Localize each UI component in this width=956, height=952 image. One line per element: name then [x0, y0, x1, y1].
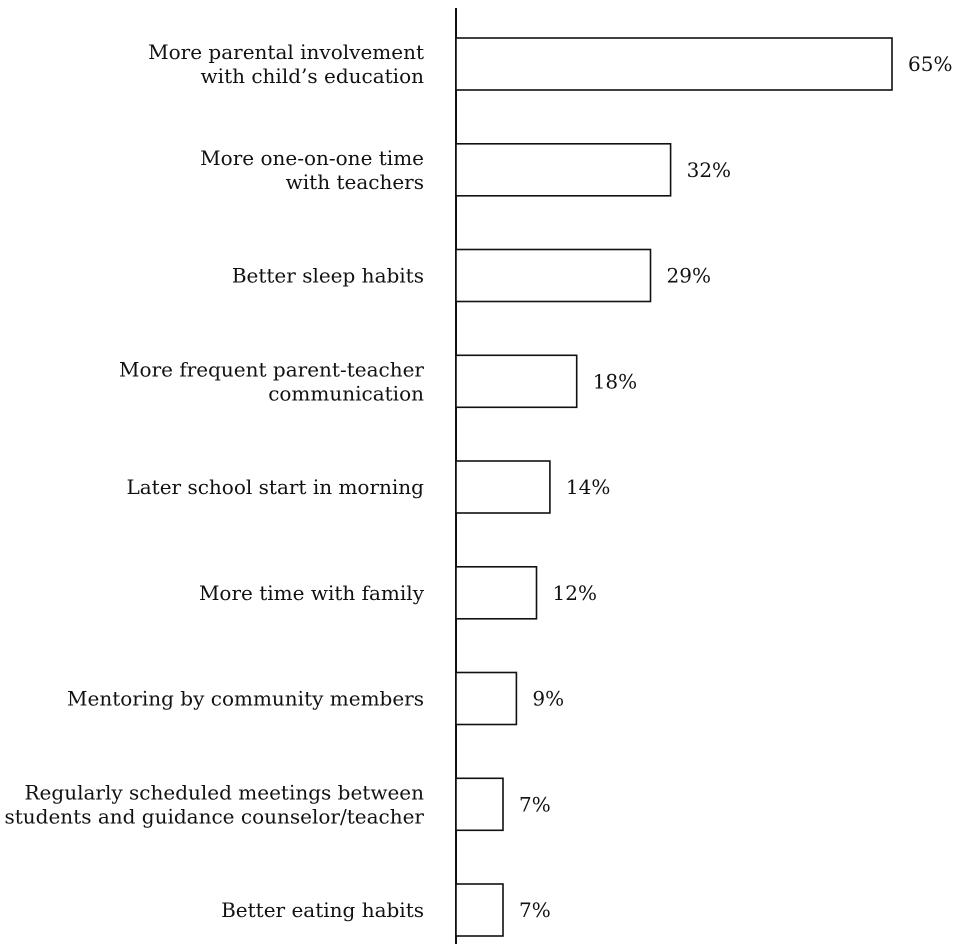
- value-label-7: 7%: [519, 792, 551, 816]
- value-label-8: 7%: [519, 898, 551, 922]
- category-label-5: More time with family: [199, 581, 425, 605]
- category-label-7: Regularly scheduled meetings between stud…: [4, 780, 424, 828]
- category-label-8: Better eating habits: [221, 898, 424, 922]
- category-label-4: Later school start in morning: [126, 475, 424, 499]
- category-label-line: Later school start in morning: [126, 475, 424, 499]
- bar-7: [455, 777, 504, 832]
- category-label-line: students and guidance counselor/teacher: [4, 804, 424, 828]
- value-label-4: 14%: [566, 475, 610, 499]
- value-label-2: 29%: [667, 264, 711, 288]
- category-label-line: More parental involvement: [148, 40, 424, 64]
- category-label-line: More time with family: [199, 581, 425, 605]
- value-label-1: 32%: [687, 158, 731, 182]
- bars-layer: 65% More parental involvement with child’s…: [4, 37, 952, 937]
- category-label-3: More frequent parent-teacher communicatio…: [119, 357, 424, 405]
- category-label-line: More one-on-one time: [200, 146, 424, 170]
- bar-0: [455, 37, 893, 91]
- bar-3: [455, 354, 578, 409]
- category-label-6: Mentoring by community members: [67, 687, 424, 711]
- value-label-0: 65%: [908, 52, 952, 76]
- category-label-line: with child’s education: [201, 64, 425, 88]
- bar-1: [455, 143, 672, 197]
- category-label-line: More frequent parent-teacher: [119, 357, 424, 381]
- bar-6: [455, 671, 518, 726]
- category-label-line: Better sleep habits: [232, 264, 424, 288]
- value-label-5: 12%: [553, 581, 597, 605]
- value-label-6: 9%: [532, 687, 564, 711]
- category-label-line: with teachers: [286, 170, 424, 194]
- category-label-line: Regularly scheduled meetings between: [25, 780, 425, 804]
- category-label-line: Mentoring by community members: [67, 687, 424, 711]
- category-label-0: More parental involvement with child’s ed…: [148, 40, 424, 88]
- bar-2: [455, 248, 652, 303]
- category-label-2: Better sleep habits: [232, 264, 424, 288]
- category-label-line: communication: [268, 381, 424, 405]
- bar-4: [455, 460, 551, 514]
- category-label-line: Better eating habits: [221, 898, 424, 922]
- value-label-3: 18%: [593, 369, 637, 393]
- bar-8: [455, 883, 504, 937]
- bar-5: [455, 565, 538, 620]
- category-label-1: More one-on-one time with teachers: [200, 146, 424, 194]
